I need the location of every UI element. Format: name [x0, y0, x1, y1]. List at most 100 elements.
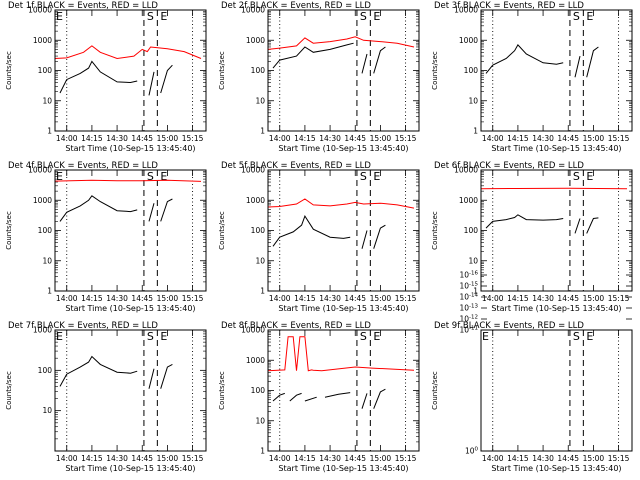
panel-6: Det 6f BLACK = Events, RED = LLD Counts/s…: [431, 161, 633, 313]
events-series-line: [373, 224, 386, 249]
y-tick-exponent: -14: [469, 293, 478, 299]
x-tick-label: 15:15: [395, 134, 417, 143]
events-series-line: [160, 363, 173, 389]
interval-marker-label: E: [586, 330, 593, 343]
y-tick-label: 10-12: [459, 315, 478, 324]
x-tick-label: 14:45: [344, 134, 366, 143]
panel-title: Det 5f BLACK = Events, RED = LLD: [221, 161, 371, 171]
y-tick-label: 100: [251, 386, 266, 395]
interval-marker-label: E: [373, 330, 380, 343]
y-tick-label: 10-15: [459, 282, 478, 291]
events-series-line: [59, 355, 138, 387]
y-axis-label: Counts/sec: [431, 211, 439, 250]
y-tick-label: 100: [251, 226, 266, 235]
x-tick-label: 15:15: [182, 134, 204, 143]
events-series-line: [148, 203, 155, 222]
panel-title: Det 8f BLACK = Events, RED = LLD: [221, 321, 371, 331]
y-axis-label: Counts/sec: [5, 211, 13, 250]
x-axis-label: Start Time (10-Sep-15 13:45:40): [491, 464, 621, 473]
y-tick-label: 1: [47, 287, 52, 296]
x-tick-label: 15:00: [157, 454, 179, 463]
y-tick-label: 10: [255, 96, 265, 105]
events-series-line: [574, 218, 581, 234]
y-tick-label: 10: [42, 406, 52, 415]
x-tick-label: 15:15: [395, 294, 417, 303]
events-series-line: [485, 214, 564, 229]
plot-frame: [480, 169, 633, 292]
interval-marker-label: E: [160, 330, 167, 343]
x-tick-label: 14:00: [269, 294, 291, 303]
x-tick-label: 14:45: [131, 134, 153, 143]
panel-title: Det 6f BLACK = Events, RED = LLD: [434, 161, 584, 171]
events-series-line: [485, 44, 564, 74]
y-tick-label: 100: [465, 447, 479, 456]
x-tick-label: 15:00: [583, 454, 605, 463]
events-series-line: [373, 388, 386, 409]
y-tick-label: 100: [38, 226, 53, 235]
interval-marker-label: S: [360, 330, 367, 343]
y-tick-label: 1: [260, 287, 265, 296]
x-tick-label: 14:15: [507, 454, 529, 463]
x-tick-label: 15:15: [395, 454, 417, 463]
y-tick-label: 1000: [246, 356, 265, 365]
x-axis-label: Start Time (10-Sep-15 13:45:40): [65, 464, 195, 473]
plot-frame: [267, 169, 420, 292]
panel-8: Det 8f BLACK = Events, RED = LLD Counts/s…: [218, 321, 420, 473]
y-tick-label: 100: [464, 226, 479, 235]
x-tick-label: 14:15: [294, 134, 316, 143]
x-axis-label: Start Time (10-Sep-15 13:45:40): [491, 144, 621, 153]
interval-marker-label: S: [573, 10, 580, 23]
interval-marker-label: E: [586, 10, 593, 23]
x-tick-label: 14:15: [81, 454, 103, 463]
x-tick-label: 14:45: [131, 294, 153, 303]
panel-title: Det 1f BLACK = Events, RED = LLD: [8, 1, 158, 11]
y-tick-label: 10: [42, 96, 52, 105]
lld-series-line: [55, 179, 202, 182]
events-series-line: [272, 392, 285, 402]
x-tick-label: 14:45: [557, 294, 579, 303]
y-tick-exponent: 0: [475, 447, 479, 453]
panel-1: Det 1f BLACK = Events, RED = LLD Counts/s…: [5, 1, 207, 153]
y-tick-base: 10: [459, 304, 469, 313]
events-series-line: [272, 42, 354, 69]
x-tick-label: 15:15: [608, 294, 630, 303]
y-tick-label: 10000: [28, 166, 52, 175]
x-tick-label: 15:15: [608, 454, 630, 463]
interval-marker-label: E: [160, 170, 167, 183]
interval-marker-label: S: [360, 10, 367, 23]
plot-frame: [54, 169, 207, 292]
y-tick-label: 10000: [454, 6, 478, 15]
panel-7: Det 7f BLACK = Events, RED = LLD Counts/s…: [5, 321, 207, 473]
x-tick-label: 15:00: [583, 294, 605, 303]
events-series-line: [574, 55, 581, 78]
x-axis-label: Start Time (10-Sep-15 13:45:40): [65, 144, 195, 153]
plot-frame: [267, 329, 420, 452]
plot-frame: [54, 329, 207, 452]
y-tick-label: 1: [260, 447, 265, 456]
y-tick-label: 10000: [241, 326, 265, 335]
x-tick-label: 15:00: [370, 454, 392, 463]
events-series-line: [148, 71, 155, 96]
y-tick-label: 10-13: [459, 304, 478, 313]
events-series-line: [324, 392, 351, 398]
panel-title: Det 7f BLACK = Events, RED = LLD: [8, 321, 158, 331]
x-axis-label: Start Time (10-Sep-15 13:45:40): [278, 304, 408, 313]
y-tick-label: 1000: [246, 196, 265, 205]
x-tick-label: 14:00: [269, 454, 291, 463]
events-series-line: [160, 64, 173, 94]
x-tick-label: 14:15: [294, 454, 316, 463]
y-tick-base: 10: [459, 282, 469, 291]
plot-frame: [267, 9, 420, 132]
x-tick-label: 14:15: [507, 134, 529, 143]
y-tick-label: 1: [473, 287, 478, 296]
y-tick-label: 100: [38, 366, 53, 375]
x-tick-label: 14:30: [532, 294, 554, 303]
y-axis-label: Counts/sec: [218, 51, 226, 90]
y-axis-label: Counts/sec: [5, 51, 13, 90]
y-tick-label: 10: [42, 256, 52, 265]
events-series-line: [373, 46, 386, 74]
interval-marker-label: S: [573, 330, 580, 343]
interval-marker-label: E: [373, 10, 380, 23]
x-axis-label: Start Time (10-Sep-15 13:45:40): [278, 144, 408, 153]
y-tick-label: 100: [251, 66, 266, 75]
